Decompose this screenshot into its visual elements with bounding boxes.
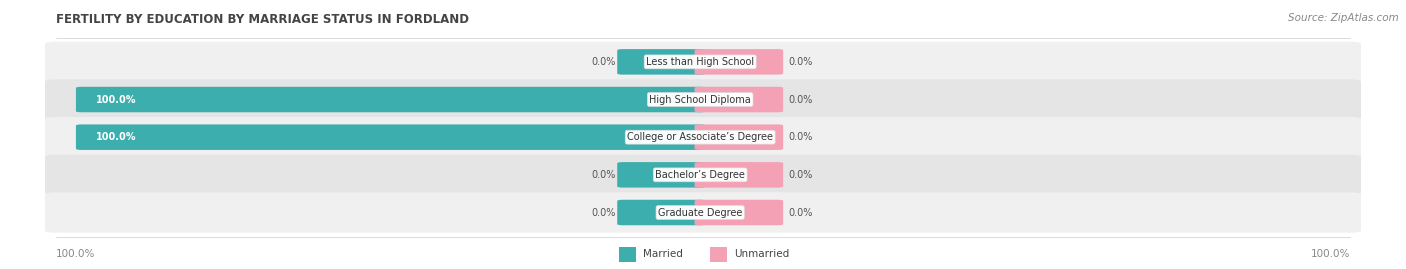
Text: 100.0%: 100.0% <box>96 132 136 142</box>
Text: 0.0%: 0.0% <box>789 132 813 142</box>
FancyBboxPatch shape <box>695 87 783 112</box>
Text: 100.0%: 100.0% <box>96 94 136 105</box>
Text: Married: Married <box>643 249 682 259</box>
Text: 0.0%: 0.0% <box>592 57 616 67</box>
Text: 0.0%: 0.0% <box>789 170 813 180</box>
FancyBboxPatch shape <box>695 162 783 187</box>
Text: 100.0%: 100.0% <box>1310 249 1350 259</box>
Text: 0.0%: 0.0% <box>789 207 813 218</box>
Text: Less than High School: Less than High School <box>647 57 754 67</box>
Text: College or Associate’s Degree: College or Associate’s Degree <box>627 132 773 142</box>
Text: 0.0%: 0.0% <box>592 207 616 218</box>
Text: 0.0%: 0.0% <box>592 170 616 180</box>
FancyBboxPatch shape <box>617 49 706 75</box>
FancyBboxPatch shape <box>45 117 1361 157</box>
Text: 0.0%: 0.0% <box>789 57 813 67</box>
FancyBboxPatch shape <box>45 192 1361 233</box>
Text: Unmarried: Unmarried <box>734 249 789 259</box>
FancyBboxPatch shape <box>76 125 706 150</box>
FancyBboxPatch shape <box>45 79 1361 120</box>
FancyBboxPatch shape <box>617 162 706 187</box>
Text: FERTILITY BY EDUCATION BY MARRIAGE STATUS IN FORDLAND: FERTILITY BY EDUCATION BY MARRIAGE STATU… <box>56 13 470 26</box>
FancyBboxPatch shape <box>710 247 727 261</box>
Text: 0.0%: 0.0% <box>789 94 813 105</box>
Text: 100.0%: 100.0% <box>56 249 96 259</box>
FancyBboxPatch shape <box>695 125 783 150</box>
FancyBboxPatch shape <box>695 200 783 225</box>
FancyBboxPatch shape <box>76 87 706 112</box>
FancyBboxPatch shape <box>695 49 783 75</box>
FancyBboxPatch shape <box>45 155 1361 195</box>
FancyBboxPatch shape <box>617 200 706 225</box>
Text: Bachelor’s Degree: Bachelor’s Degree <box>655 170 745 180</box>
FancyBboxPatch shape <box>619 247 636 261</box>
Text: Graduate Degree: Graduate Degree <box>658 207 742 218</box>
FancyBboxPatch shape <box>45 42 1361 82</box>
Text: High School Diploma: High School Diploma <box>650 94 751 105</box>
Text: Source: ZipAtlas.com: Source: ZipAtlas.com <box>1288 13 1399 23</box>
